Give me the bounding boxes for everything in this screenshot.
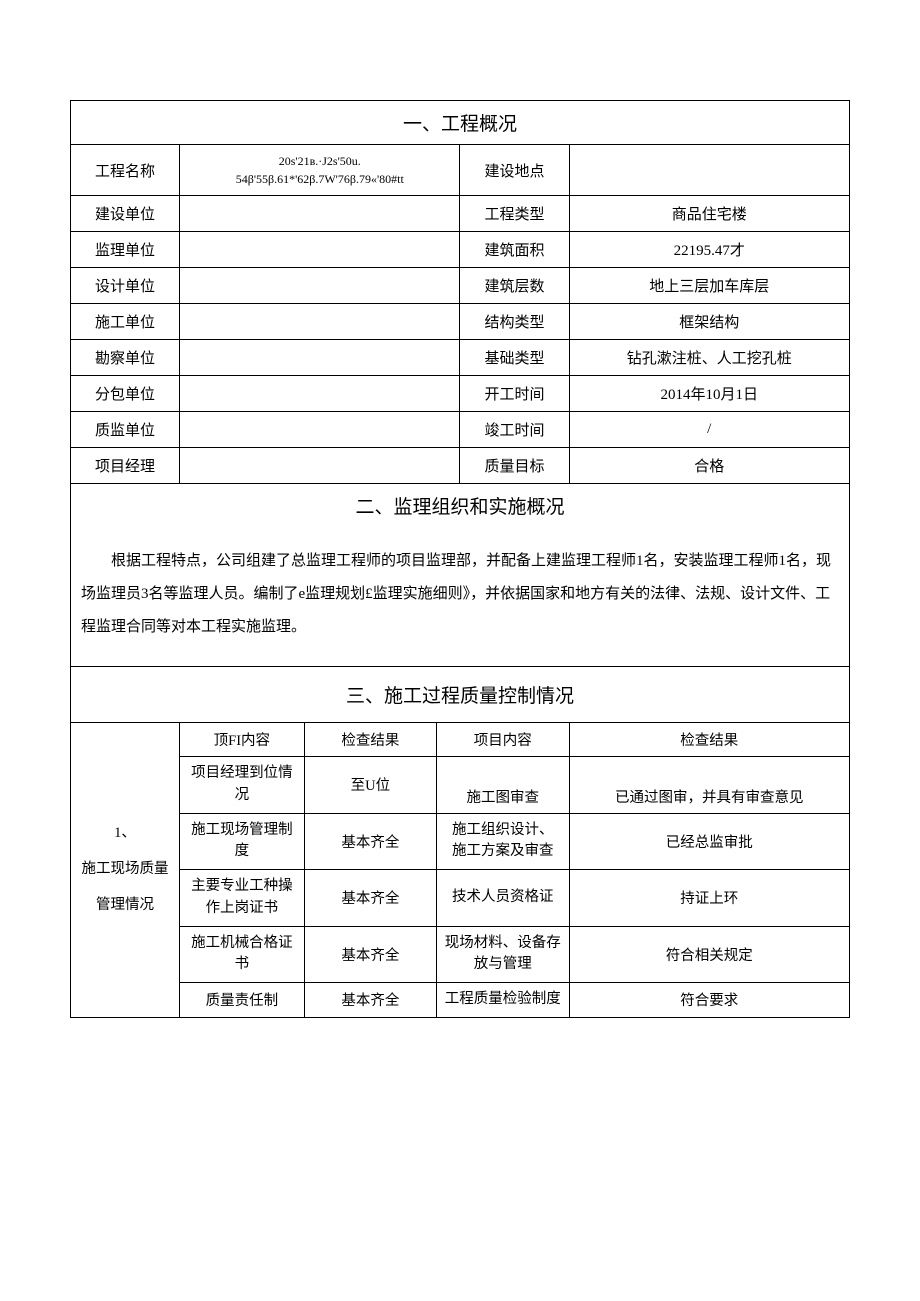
cell: 现场材料、设备存放与管理 (437, 926, 569, 983)
value (180, 304, 460, 340)
table-row: 施工单位 结构类型 框架结构 (71, 304, 850, 340)
table-row: 分包单位 开工时间 2014年10月1日 (71, 376, 850, 412)
table-row: 质量责任制 基本齐全 工程质量检验制度 符合要求 (71, 983, 850, 1018)
section3-container: 三、施工过程质量控制情况 (70, 666, 850, 722)
value (180, 196, 460, 232)
col-header: 检查结果 (569, 723, 849, 757)
table-row: 勘察单位 基础类型 钻孔漱注桩、人工挖孔桩 (71, 340, 850, 376)
value (180, 268, 460, 304)
section2-container: 二、监理组织和实施概况 根据工程特点，公司组建了总监理工程师的项目监理部，并配备… (70, 484, 850, 666)
table-row: 施工机械合格证书 基本齐全 现场材料、设备存放与管理 符合相关规定 (71, 926, 850, 983)
cell: 基本齐全 (304, 870, 436, 927)
value-location (569, 145, 849, 196)
cell: 施工组织设计、 施工方案及审查 (437, 813, 569, 870)
table-row: 质监单位 竣工时间 / (71, 412, 850, 448)
label: 勘察单位 (71, 340, 180, 376)
value: 2014年10月1日 (569, 376, 849, 412)
table-row: 主要专业工种操作上岗证书 基本齐全 技术人员资格证 持证上环 (71, 870, 850, 927)
value: 22195.47才 (569, 232, 849, 268)
value: / (569, 412, 849, 448)
value (180, 232, 460, 268)
value: 商品住宅楼 (569, 196, 849, 232)
label: 质监单位 (71, 412, 180, 448)
cell: 符合要求 (569, 983, 849, 1018)
value: 合格 (569, 448, 849, 484)
label: 质量目标 (460, 448, 569, 484)
cell: 项目经理到位情况 (180, 757, 305, 814)
cell: 技术人员资格证 (437, 870, 569, 927)
quality-control-table: 1、 施工现场质量 管理情况 顶FI内容 检查结果 项目内容 检查结果 项目经理… (70, 722, 850, 1018)
label: 基础类型 (460, 340, 569, 376)
value (180, 448, 460, 484)
cell: 符合相关规定 (569, 926, 849, 983)
col-header: 顶FI内容 (180, 723, 305, 757)
label: 开工时间 (460, 376, 569, 412)
cell: 施工机械合格证书 (180, 926, 305, 983)
table-header-row: 1、 施工现场质量 管理情况 顶FI内容 检查结果 项目内容 检查结果 (71, 723, 850, 757)
label-project-name: 工程名称 (71, 145, 180, 196)
table-row: 监理单位 建筑面积 22195.47才 (71, 232, 850, 268)
cell: 施工图审查 (437, 757, 569, 814)
value: 框架结构 (569, 304, 849, 340)
label-location: 建设地点 (460, 145, 569, 196)
table-row: 项目经理到位情况 至U位 施工图审查 已通过图审，并具有审查意见 (71, 757, 850, 814)
col-header: 检查结果 (304, 723, 436, 757)
project-overview-table: 一、工程概况 工程名称 20s'21в.·J2s'50u. 54β'55β.61… (70, 100, 850, 484)
cell: 持证上环 (569, 870, 849, 927)
value-project-name: 20s'21в.·J2s'50u. 54β'55β.61*'62β.7W'76β… (180, 145, 460, 196)
table-row: 项目经理 质量目标 合格 (71, 448, 850, 484)
cell: 质量责任制 (180, 983, 305, 1018)
col-header: 项目内容 (437, 723, 569, 757)
cell: 工程质量检验制度 (437, 983, 569, 1018)
table-row: 工程名称 20s'21в.·J2s'50u. 54β'55β.61*'62β.7… (71, 145, 850, 196)
label: 施工单位 (71, 304, 180, 340)
label: 竣工时间 (460, 412, 569, 448)
table-row: 建设单位 工程类型 商品住宅楼 (71, 196, 850, 232)
cell: 基本齐全 (304, 926, 436, 983)
label: 项目经理 (71, 448, 180, 484)
label: 建设单位 (71, 196, 180, 232)
section2-title: 二、监理组织和实施概况 (71, 484, 849, 527)
label: 建筑面积 (460, 232, 569, 268)
value: 钻孔漱注桩、人工挖孔桩 (569, 340, 849, 376)
cell: 已通过图审，并具有审查意见 (569, 757, 849, 814)
table-row: 设计单位 建筑层数 地上三层加车库层 (71, 268, 850, 304)
value: 地上三层加车库层 (569, 268, 849, 304)
cell: 施工现场管理制度 (180, 813, 305, 870)
label: 工程类型 (460, 196, 569, 232)
table-row: 施工现场管理制度 基本齐全 施工组织设计、 施工方案及审查 已经总监审批 (71, 813, 850, 870)
cell: 基本齐全 (304, 983, 436, 1018)
section3-title: 三、施工过程质量控制情况 (71, 667, 849, 722)
cell: 基本齐全 (304, 813, 436, 870)
value (180, 412, 460, 448)
label: 设计单位 (71, 268, 180, 304)
cell: 已经总监审批 (569, 813, 849, 870)
value (180, 376, 460, 412)
cell: 主要专业工种操作上岗证书 (180, 870, 305, 927)
group-label: 1、 施工现场质量 管理情况 (71, 723, 180, 1018)
cell: 至U位 (304, 757, 436, 814)
label: 分包单位 (71, 376, 180, 412)
label: 监理单位 (71, 232, 180, 268)
section2-body-text: 根据工程特点，公司组建了总监理工程师的项目监理部，并配备上建监理工程师1名，安装… (71, 527, 849, 666)
label: 建筑层数 (460, 268, 569, 304)
section1-title: 一、工程概况 (71, 101, 850, 145)
value (180, 340, 460, 376)
label: 结构类型 (460, 304, 569, 340)
